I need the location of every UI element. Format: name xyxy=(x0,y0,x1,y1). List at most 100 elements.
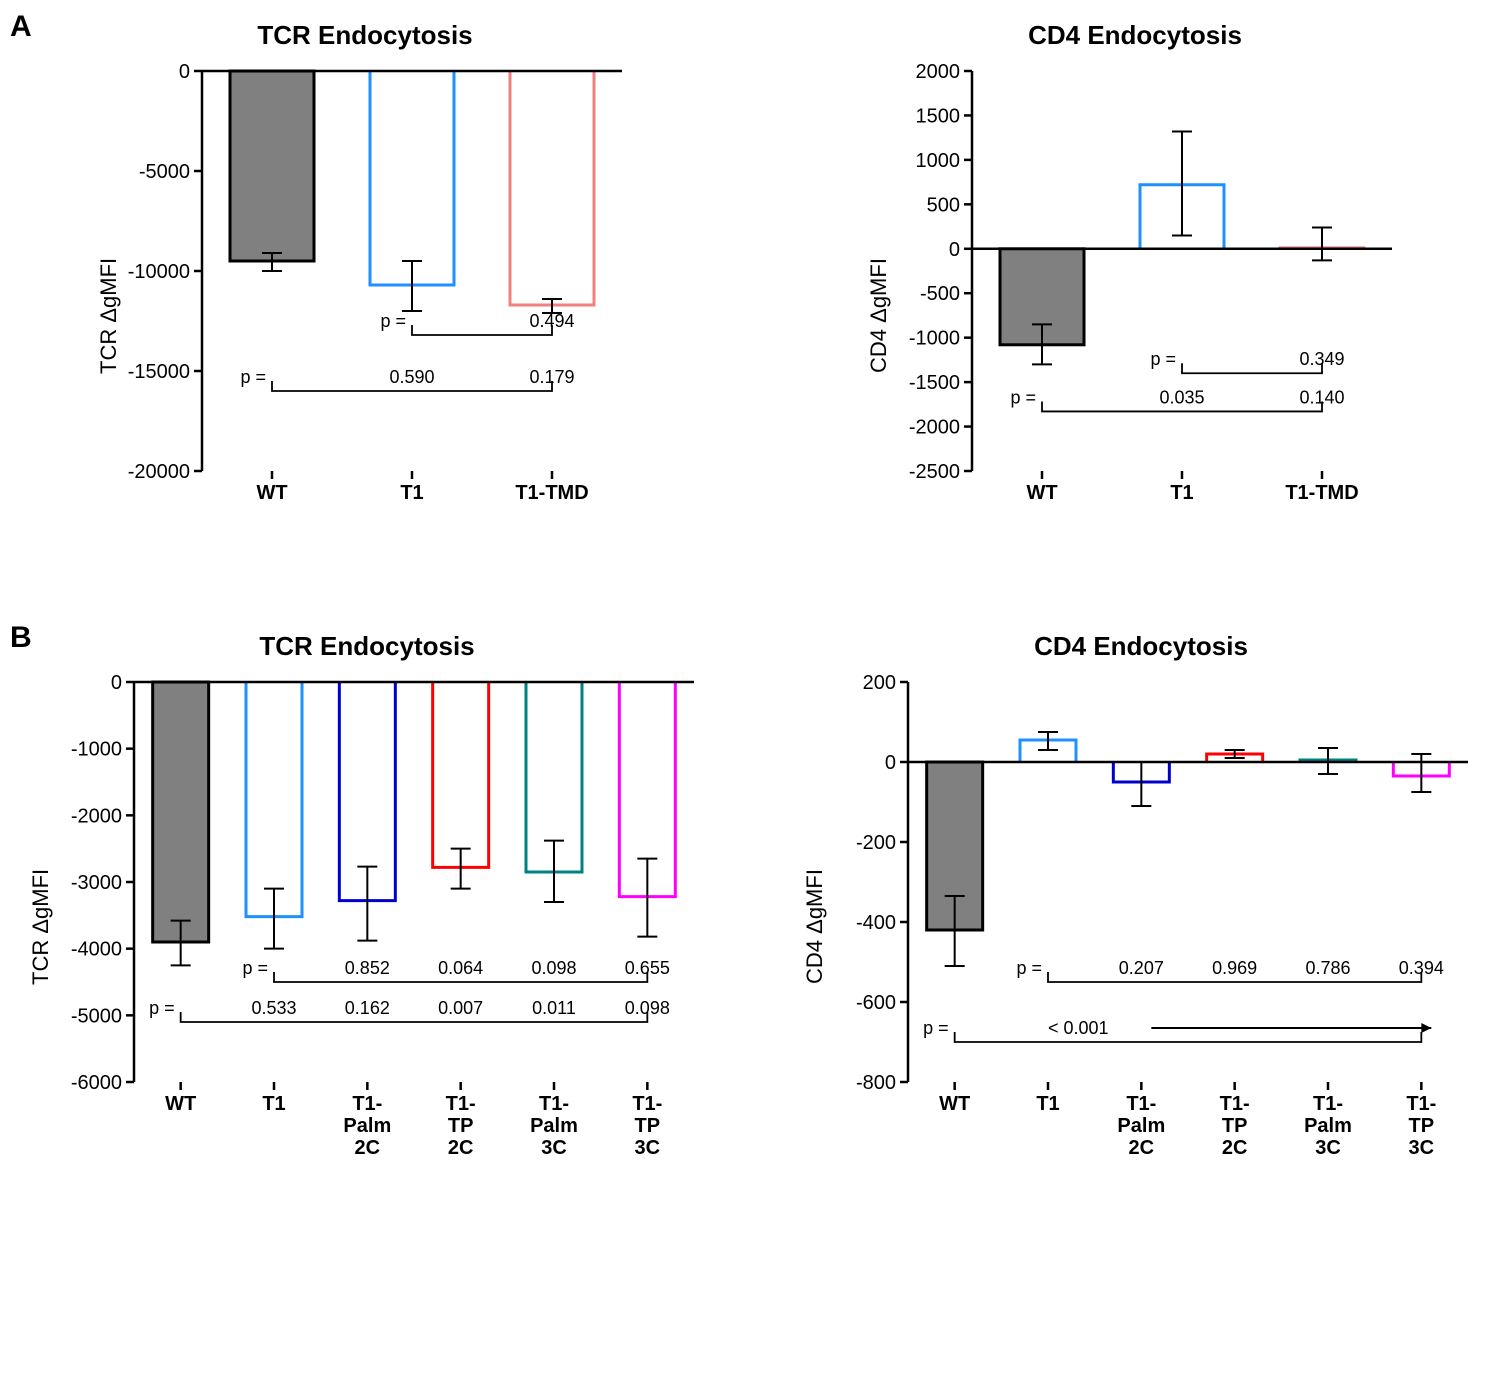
svg-text:3C: 3C xyxy=(1409,1137,1435,1159)
svg-text:p =: p = xyxy=(242,958,268,978)
svg-text:2C: 2C xyxy=(1129,1137,1155,1159)
chart-title: TCR Endocytosis xyxy=(259,631,474,662)
svg-text:T1-: T1- xyxy=(539,1093,569,1115)
chart-svg: 2000150010005000-500-1000-1500-2000-2500… xyxy=(892,61,1412,571)
panel-b-row: B TCR Endocytosis TCR ΔgMFI 0-1000-2000-… xyxy=(20,631,1480,1182)
svg-text:2C: 2C xyxy=(448,1137,474,1159)
svg-text:0.494: 0.494 xyxy=(529,311,574,331)
svg-text:0.162: 0.162 xyxy=(345,998,390,1018)
svg-text:0: 0 xyxy=(885,752,896,774)
svg-text:0.179: 0.179 xyxy=(529,367,574,387)
panel-b-tcr-chart: TCR Endocytosis TCR ΔgMFI 0-1000-2000-30… xyxy=(20,631,714,1182)
y-axis-label: CD4 ΔgMFI xyxy=(794,672,828,1182)
svg-text:0.394: 0.394 xyxy=(1399,958,1444,978)
svg-text:WT: WT xyxy=(256,482,287,504)
svg-text:0.035: 0.035 xyxy=(1159,387,1204,407)
svg-text:T1-: T1- xyxy=(446,1093,476,1115)
svg-text:0.011: 0.011 xyxy=(532,998,576,1018)
svg-text:-6000: -6000 xyxy=(71,1072,122,1094)
svg-text:0.969: 0.969 xyxy=(1212,958,1257,978)
svg-text:-4000: -4000 xyxy=(71,939,122,961)
y-axis-label: CD4 ΔgMFI xyxy=(858,61,892,571)
panel-b-cd4-chart: CD4 Endocytosis CD4 ΔgMFI 200 0 -200 -400 -6… xyxy=(794,631,1488,1182)
chart-svg: 200 0 -200 -400 -600 -800 p = 0.207 0.969 0.786 0.… xyxy=(828,672,1488,1182)
panel-b-label: B xyxy=(10,621,32,655)
svg-text:0.349: 0.349 xyxy=(1299,349,1344,369)
svg-text:TP: TP xyxy=(448,1115,474,1137)
svg-text:TP: TP xyxy=(1222,1115,1248,1137)
svg-text:-20000: -20000 xyxy=(128,461,190,483)
svg-text:3C: 3C xyxy=(541,1137,567,1159)
svg-text:0.098: 0.098 xyxy=(625,998,670,1018)
svg-text:WT: WT xyxy=(939,1093,970,1115)
svg-text:Palm: Palm xyxy=(1304,1115,1352,1137)
svg-text:-10000: -10000 xyxy=(128,261,190,283)
svg-text:0.140: 0.140 xyxy=(1299,387,1344,407)
svg-text:200: 200 xyxy=(863,672,896,694)
chart-title: TCR Endocytosis xyxy=(257,20,472,51)
svg-text:WT: WT xyxy=(1026,482,1057,504)
svg-text:0.786: 0.786 xyxy=(1305,958,1350,978)
svg-text:3C: 3C xyxy=(635,1137,661,1159)
svg-text:0.098: 0.098 xyxy=(531,958,576,978)
svg-text:TP: TP xyxy=(1409,1115,1435,1137)
panel-a-tcr-chart: TCR Endocytosis TCR ΔgMFI 0-5000-10000-1… xyxy=(20,20,710,571)
svg-text:WT: WT xyxy=(165,1093,196,1115)
chart-title: CD4 Endocytosis xyxy=(1034,631,1248,662)
svg-text:1500: 1500 xyxy=(916,105,961,127)
svg-text:T1-: T1- xyxy=(1220,1093,1250,1115)
svg-text:T1: T1 xyxy=(1170,482,1193,504)
svg-text:p =: p = xyxy=(1010,387,1036,407)
chart-title: CD4 Endocytosis xyxy=(1028,20,1242,51)
svg-text:Palm: Palm xyxy=(1117,1115,1165,1137)
svg-text:-2000: -2000 xyxy=(909,417,960,439)
svg-text:p =: p = xyxy=(923,1018,949,1038)
svg-text:p =: p = xyxy=(1016,958,1042,978)
svg-text:0.207: 0.207 xyxy=(1119,958,1164,978)
svg-text:500: 500 xyxy=(927,194,960,216)
svg-text:0.064: 0.064 xyxy=(438,958,483,978)
panel-a-label: A xyxy=(10,10,32,44)
svg-text:-200: -200 xyxy=(856,832,896,854)
y-axis-label: TCR ΔgMFI xyxy=(20,672,54,1182)
svg-text:T1-: T1- xyxy=(1313,1093,1343,1115)
svg-text:3C: 3C xyxy=(1315,1137,1341,1159)
svg-text:p =: p = xyxy=(240,367,266,387)
svg-text:0: 0 xyxy=(179,61,190,83)
svg-text:Palm: Palm xyxy=(343,1115,391,1137)
panel-a-row: A TCR Endocytosis TCR ΔgMFI 0-5000-10000… xyxy=(20,20,1480,571)
svg-text:-15000: -15000 xyxy=(128,361,190,383)
svg-text:0.007: 0.007 xyxy=(438,998,483,1018)
svg-text:T1-TMD: T1-TMD xyxy=(515,482,588,504)
svg-text:0: 0 xyxy=(949,239,960,261)
svg-text:0: 0 xyxy=(111,672,122,694)
svg-text:0.655: 0.655 xyxy=(625,958,670,978)
y-axis-label: TCR ΔgMFI xyxy=(88,61,122,571)
chart-svg: 0-1000-2000-3000-4000-5000-6000p =0.8520… xyxy=(54,672,714,1182)
svg-text:2000: 2000 xyxy=(916,61,961,83)
svg-text:-2000: -2000 xyxy=(71,805,122,827)
svg-text:T1: T1 xyxy=(1036,1093,1059,1115)
svg-text:-400: -400 xyxy=(856,912,896,934)
svg-text:-600: -600 xyxy=(856,992,896,1014)
svg-text:-5000: -5000 xyxy=(71,1005,122,1027)
svg-text:0.533: 0.533 xyxy=(251,998,296,1018)
svg-text:T1-: T1- xyxy=(352,1093,382,1115)
panel-a-cd4-chart: CD4 Endocytosis CD4 ΔgMFI 2000 1500 1000 50… xyxy=(790,20,1480,571)
figure: A TCR Endocytosis TCR ΔgMFI 0-5000-10000… xyxy=(20,20,1480,1182)
svg-text:2C: 2C xyxy=(1222,1137,1248,1159)
svg-text:T1-: T1- xyxy=(632,1093,662,1115)
svg-text:0.852: 0.852 xyxy=(345,958,390,978)
svg-text:-2500: -2500 xyxy=(909,461,960,483)
svg-text:p =: p = xyxy=(149,998,175,1018)
svg-text:T1: T1 xyxy=(262,1093,285,1115)
svg-text:-800: -800 xyxy=(856,1072,896,1094)
svg-text:0.590: 0.590 xyxy=(389,367,434,387)
svg-text:p =: p = xyxy=(380,311,406,331)
svg-text:1000: 1000 xyxy=(916,150,961,172)
svg-text:-500: -500 xyxy=(920,283,960,305)
svg-text:p =: p = xyxy=(1150,349,1176,369)
svg-text:-3000: -3000 xyxy=(71,872,122,894)
svg-text:Palm: Palm xyxy=(530,1115,578,1137)
svg-text:T1-: T1- xyxy=(1406,1093,1436,1115)
